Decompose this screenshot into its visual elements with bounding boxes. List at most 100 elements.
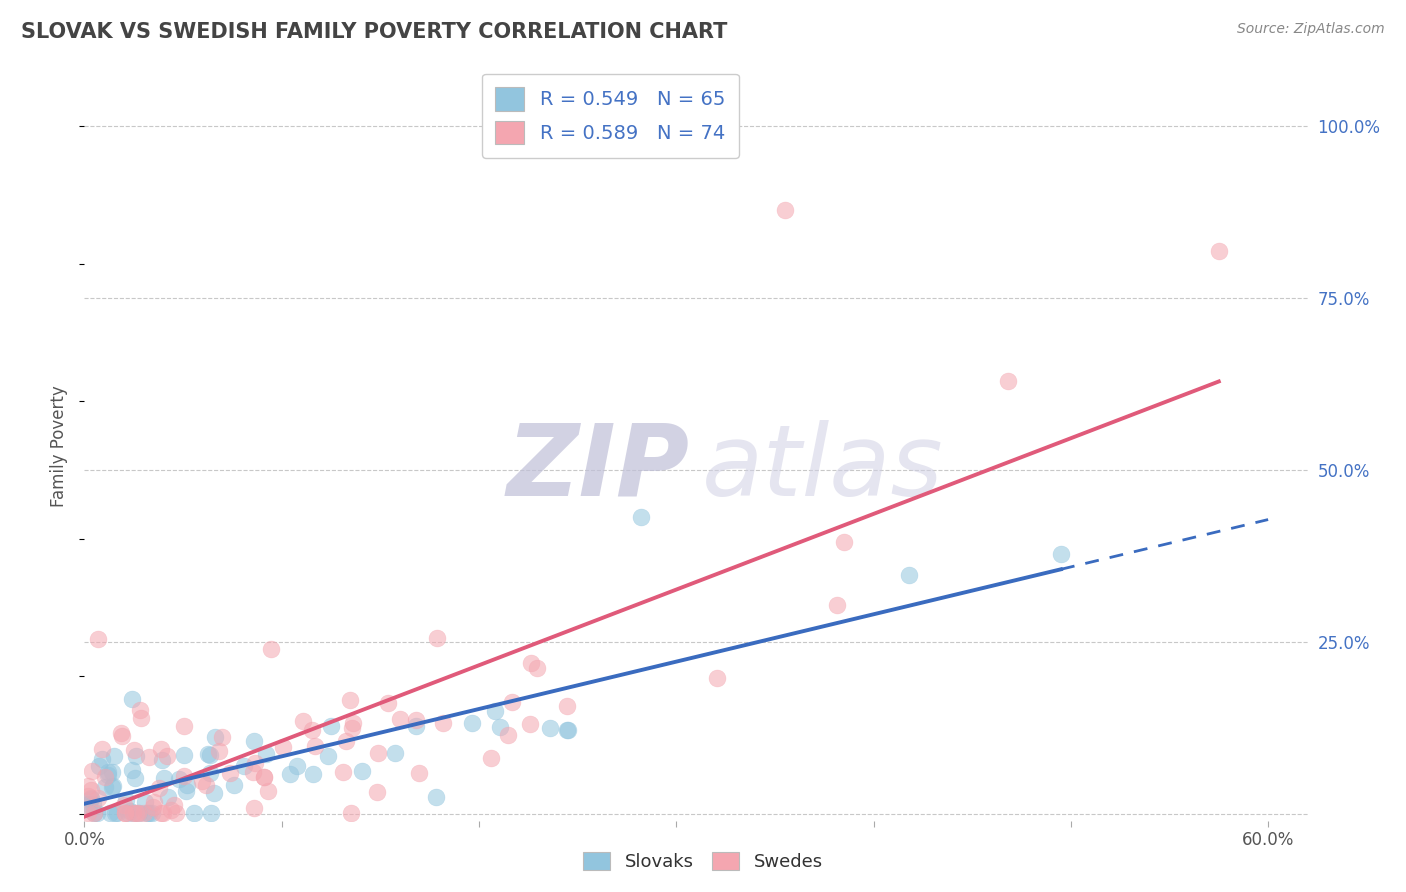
Point [1208, 244, 1230, 259]
Point [114, 806, 136, 821]
Point [425, 789, 447, 804]
Point [827, 598, 849, 612]
Point [519, 717, 541, 731]
Point [128, 806, 150, 821]
Point [384, 746, 406, 760]
Point [103, 749, 125, 764]
Point [479, 750, 502, 764]
Point [86, 806, 108, 821]
Point [129, 710, 152, 724]
Point [997, 374, 1019, 388]
Point [128, 703, 150, 717]
Point [83, 806, 105, 821]
Point [114, 806, 136, 821]
Point [260, 642, 283, 657]
Point [150, 806, 173, 821]
Point [80, 792, 103, 806]
Point [773, 203, 796, 218]
Point [191, 774, 214, 789]
Point [526, 661, 548, 675]
Point [484, 704, 506, 718]
Point [160, 803, 183, 817]
Point [110, 726, 132, 740]
Point [77, 806, 100, 821]
Point [77, 779, 100, 793]
Point [174, 784, 197, 798]
Point [630, 509, 652, 524]
Point [538, 721, 561, 735]
Point [148, 781, 170, 796]
Point [142, 796, 165, 810]
Point [253, 770, 276, 784]
Point [83, 806, 105, 821]
Point [301, 766, 323, 780]
Point [211, 730, 233, 744]
Point [461, 715, 484, 730]
Point [218, 766, 240, 780]
Point [157, 789, 180, 804]
Point [77, 797, 100, 812]
Point [118, 804, 141, 818]
Point [138, 806, 160, 821]
Point [204, 730, 226, 744]
Point [101, 765, 124, 780]
Point [114, 793, 136, 807]
Point [173, 769, 195, 783]
Point [555, 699, 578, 714]
Point [280, 766, 302, 780]
Point [432, 716, 454, 731]
Point [242, 765, 264, 780]
Point [832, 535, 855, 549]
Point [254, 747, 277, 761]
Point [316, 749, 339, 764]
Point [122, 743, 145, 757]
Point [898, 567, 921, 582]
Point [80, 791, 103, 805]
Point [142, 799, 165, 814]
Point [426, 631, 449, 645]
Text: Source: ZipAtlas.com: Source: ZipAtlas.com [1237, 22, 1385, 37]
Point [127, 806, 149, 821]
Point [93, 770, 115, 784]
Point [153, 771, 176, 785]
Point [124, 771, 146, 785]
Point [150, 742, 173, 756]
Text: ZIP: ZIP [506, 420, 690, 517]
Point [389, 712, 412, 726]
Point [125, 749, 148, 764]
Point [339, 806, 361, 821]
Point [132, 806, 155, 821]
Point [117, 806, 139, 821]
Legend: Slovaks, Swedes: Slovaks, Swedes [576, 845, 830, 879]
Point [408, 765, 430, 780]
Point [335, 734, 357, 748]
Point [496, 728, 519, 742]
Point [304, 739, 326, 754]
Point [224, 778, 246, 792]
Point [121, 763, 143, 777]
Point [90, 742, 112, 756]
Point [367, 746, 389, 760]
Point [156, 748, 179, 763]
Point [173, 747, 195, 762]
Point [405, 713, 427, 727]
Point [105, 806, 128, 821]
Point [489, 720, 512, 734]
Point [557, 723, 579, 738]
Point [125, 806, 148, 821]
Point [366, 785, 388, 799]
Legend: R = 0.549   N = 65, R = 0.589   N = 74: R = 0.549 N = 65, R = 0.589 N = 74 [482, 73, 740, 158]
Point [243, 800, 266, 814]
Point [152, 753, 174, 767]
Y-axis label: Family Poverty: Family Poverty [51, 385, 69, 507]
Point [77, 801, 100, 815]
Point [520, 656, 543, 670]
Point [342, 716, 364, 731]
Point [101, 779, 124, 793]
Point [122, 806, 145, 821]
Point [86, 790, 108, 805]
Point [195, 778, 218, 792]
Point [1050, 547, 1073, 561]
Point [94, 780, 117, 795]
Point [232, 759, 254, 773]
